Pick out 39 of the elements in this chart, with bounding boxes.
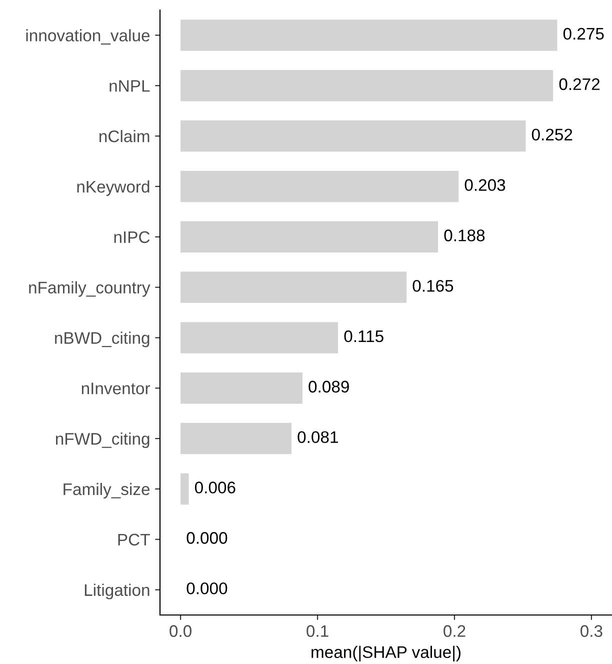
data-label: 0.089 bbox=[308, 380, 349, 393]
bar bbox=[180, 372, 302, 404]
data-label: 0.188 bbox=[444, 230, 485, 242]
bar bbox=[180, 322, 338, 354]
bar bbox=[180, 70, 554, 102]
data-label: 0.006 bbox=[194, 482, 236, 494]
y-tick-label: nIPC bbox=[114, 231, 150, 244]
bar bbox=[180, 20, 558, 51]
x-tick-label: 0.0 bbox=[170, 625, 192, 637]
data-label: 0.275 bbox=[563, 28, 604, 40]
y-tick-label: nInventor bbox=[82, 382, 150, 394]
x-tick-label: 0.3 bbox=[580, 625, 602, 637]
data-label: 0.272 bbox=[559, 78, 600, 90]
y-tick-label: Family_size bbox=[64, 482, 150, 498]
y-tick-label: nNPL bbox=[110, 80, 150, 92]
y-tick-label: innovation_value bbox=[26, 29, 150, 45]
bar bbox=[180, 272, 407, 303]
data-label: 0.115 bbox=[344, 330, 384, 342]
x-axis-title: mean(|SHAP value|) bbox=[312, 646, 460, 662]
data-label: 0.000 bbox=[186, 582, 228, 594]
data-label: 0.081 bbox=[298, 431, 338, 444]
data-label: 0.203 bbox=[464, 179, 506, 191]
bar bbox=[180, 422, 292, 454]
bar bbox=[180, 120, 526, 152]
y-tick-label: PCT bbox=[118, 534, 150, 546]
y-tick-label: nClaim bbox=[100, 130, 150, 142]
y-tick-label: nFamily_country bbox=[29, 281, 150, 297]
x-tick-label: 0.1 bbox=[306, 625, 328, 637]
data-label: 0.000 bbox=[186, 532, 228, 544]
bar bbox=[180, 221, 438, 253]
x-tick-label: 0.2 bbox=[444, 625, 466, 637]
y-tick-label: nBWD_citing bbox=[55, 332, 150, 348]
y-tick-label: nKeyword bbox=[77, 180, 150, 196]
y-tick-label: Litigation bbox=[84, 584, 150, 600]
bar bbox=[180, 473, 189, 505]
data-label: 0.165 bbox=[412, 280, 454, 292]
bar bbox=[180, 170, 459, 202]
y-tick-label: nFWD_citing bbox=[56, 432, 150, 448]
data-label: 0.252 bbox=[532, 128, 572, 141]
